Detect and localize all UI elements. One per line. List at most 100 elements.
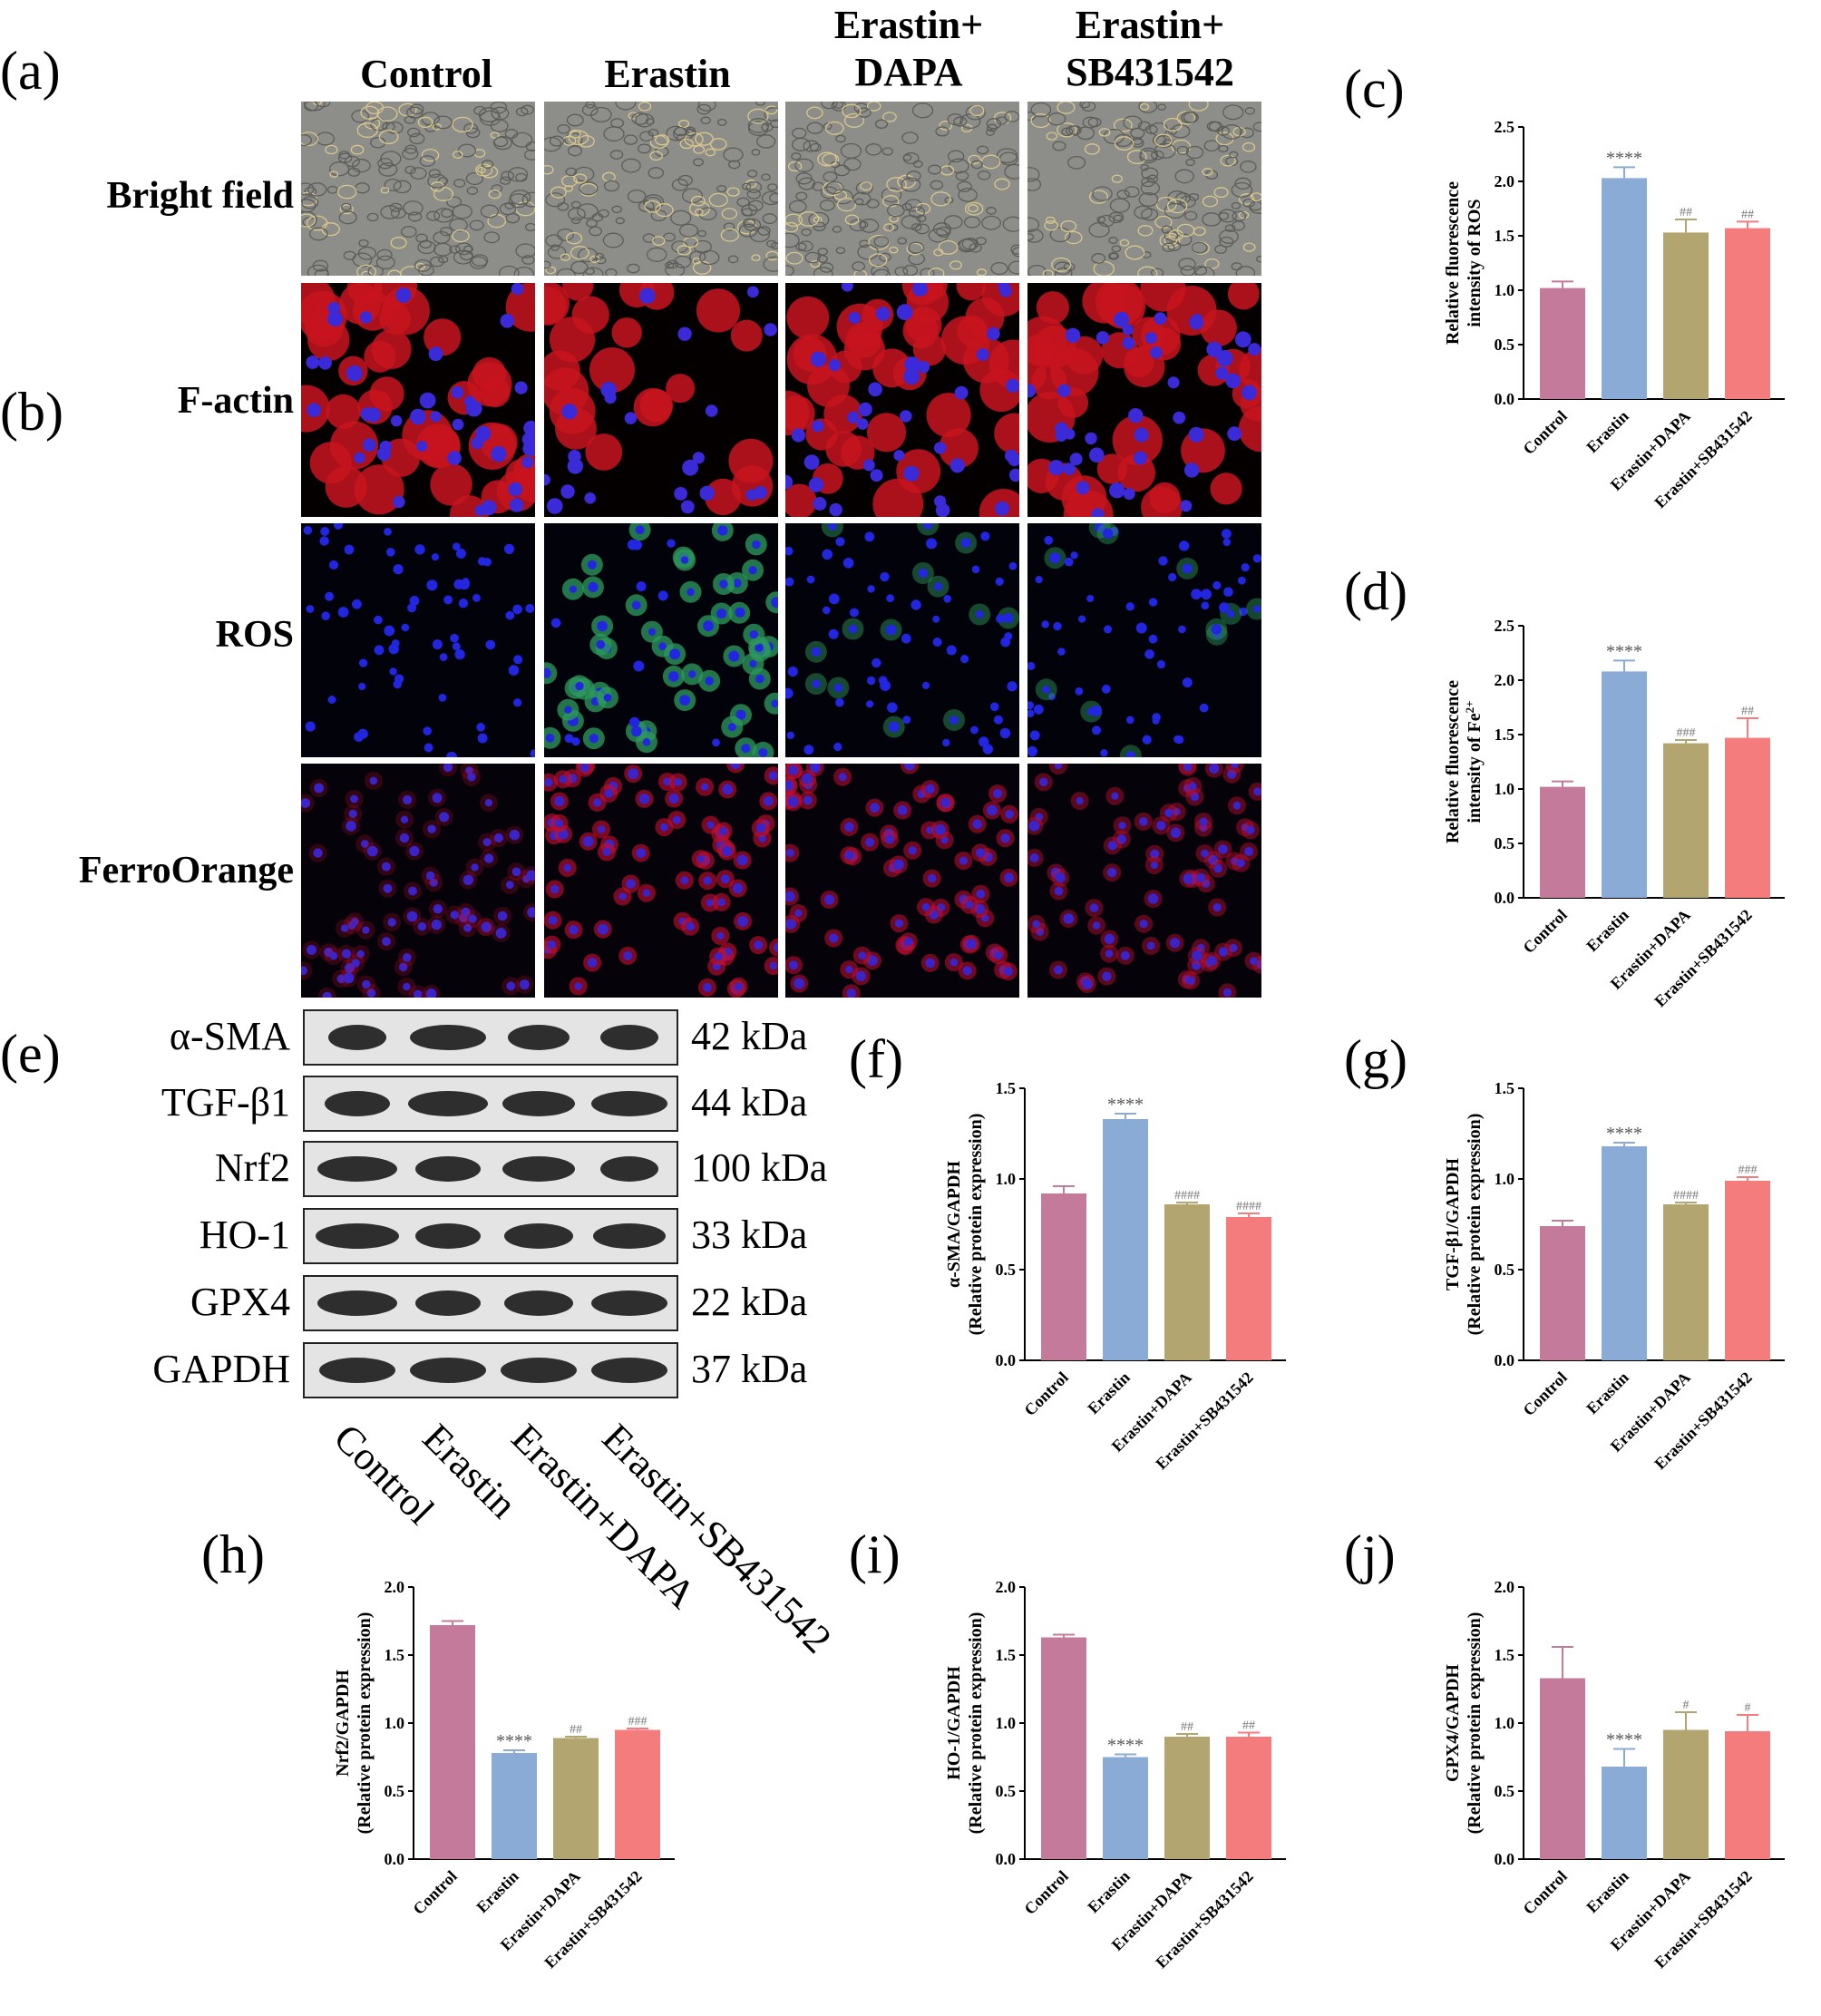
bar: [430, 1625, 475, 1859]
western-band-kda: 37 kDa: [691, 1347, 808, 1391]
micro-row-label-ros: ROS: [215, 614, 294, 656]
y-tick-label: 0.0: [385, 1850, 405, 1868]
x-category-label: Control: [1020, 1368, 1071, 1419]
western-band-kda: 100 kDa: [691, 1145, 828, 1190]
micrograph-f-actin-sb: [1027, 283, 1261, 517]
significance-mark: ##: [570, 1723, 582, 1737]
significance-mark: ###: [1738, 1164, 1758, 1177]
significance-mark: ****: [1606, 1730, 1642, 1750]
panel-label-e: (e): [0, 1024, 61, 1084]
y-tick-label: 1.5: [996, 1079, 1017, 1097]
x-category-label: Erastin: [1084, 1368, 1133, 1417]
bar-chart-i: HO-1/GAPDH (Relative protein expression) 0…: [944, 1578, 1286, 1972]
y-tick-label: 1.5: [1495, 1646, 1515, 1664]
y-tick-label: 0.5: [1495, 834, 1515, 852]
y-tick-label: 2.0: [385, 1578, 405, 1596]
y-axis-label: HO-1/GAPDH: [944, 1666, 964, 1780]
y-tick-label: 2.0: [1495, 671, 1515, 689]
bar: [1540, 786, 1585, 898]
western-band-strip: [303, 1009, 678, 1066]
bar: [1663, 743, 1709, 898]
western-band-label: GPX4: [190, 1280, 290, 1324]
y-axis-label: (Relative protein expression): [355, 1612, 375, 1835]
x-category-label: Control: [1519, 407, 1570, 458]
western-band-kda: 44 kDa: [691, 1080, 808, 1125]
y-axis-label: (Relative protein expression): [1465, 1612, 1485, 1835]
bar-chart-g: TGF-β1/GAPDH (Relative protein expression…: [1443, 1079, 1785, 1473]
micro-col-header-sb: Erastin+ SB431542: [1066, 3, 1234, 94]
panel-label-i: (i): [849, 1524, 901, 1584]
panel-label-g: (g): [1344, 1029, 1407, 1089]
y-tick-label: 0.0: [1495, 1850, 1515, 1868]
micrograph-ferroorange-erastin: [544, 764, 778, 998]
y-tick-label: 0.5: [1495, 1782, 1515, 1800]
x-category-label: Erastin: [1084, 1867, 1133, 1916]
y-tick-label: 2.0: [996, 1578, 1017, 1596]
bar-chart-c: Relative fluorescence intensity of ROS 0.0…: [1443, 118, 1785, 511]
significance-mark: ##: [1741, 208, 1754, 221]
y-tick-label: 0.0: [1495, 390, 1515, 408]
bar: [615, 1729, 660, 1859]
bar: [1602, 1767, 1647, 1859]
y-tick-label: 1.0: [385, 1714, 405, 1732]
panel-label-h: (h): [201, 1524, 265, 1584]
bar: [492, 1753, 537, 1859]
bar: [1164, 1204, 1210, 1360]
y-tick-label: 0.5: [996, 1261, 1017, 1279]
bar: [1226, 1217, 1271, 1360]
y-axis-label: GPX4/GAPDH: [1443, 1664, 1463, 1782]
western-band-strip: [303, 1076, 678, 1132]
y-tick-label: 1.5: [996, 1646, 1017, 1664]
significance-mark: ****: [496, 1731, 532, 1751]
panel-label-a: (a): [0, 41, 61, 101]
significance-mark: ****: [1107, 1095, 1144, 1115]
micro-col-header-dapa: Erastin+ DAPA: [833, 3, 984, 94]
micrograph-ros-dapa: [785, 523, 1019, 757]
y-tick-label: 1.5: [1495, 1079, 1515, 1097]
western-band-kda: 33 kDa: [691, 1213, 808, 1257]
y-axis-label: (Relative protein expression): [966, 1612, 986, 1835]
y-tick-label: 1.0: [996, 1170, 1017, 1188]
micro-row-label-f-actin: F-actin: [177, 380, 294, 422]
western-band-strip: [303, 1141, 678, 1197]
western-band-strip: [303, 1208, 678, 1264]
micro-row-label-ferroorange: FerroOrange: [78, 850, 294, 891]
bar: [1602, 178, 1647, 399]
y-tick-label: 1.0: [1495, 281, 1515, 299]
micrograph-f-actin-dapa: [785, 283, 1019, 517]
y-tick-label: 1.0: [996, 1714, 1017, 1732]
x-category-label: Erastin: [472, 1867, 521, 1916]
y-tick-label: 0.0: [1495, 1351, 1515, 1369]
y-tick-label: 1.5: [1495, 726, 1515, 744]
significance-mark: #: [1745, 1701, 1751, 1715]
bar: [553, 1738, 599, 1859]
bar: [1725, 228, 1770, 399]
micrograph-ferroorange-dapa: [785, 764, 1019, 998]
y-axis-label: intensity of ROS: [1465, 199, 1485, 326]
bar: [1663, 232, 1709, 399]
micrograph-bright-field-erastin: [544, 102, 778, 276]
western-band-strip: [303, 1342, 678, 1398]
bar: [1226, 1737, 1271, 1859]
micrograph-ferroorange-sb: [1027, 764, 1261, 998]
y-tick-label: 0.0: [996, 1850, 1017, 1868]
y-tick-label: 2.5: [1495, 118, 1515, 136]
significance-mark: ##: [1741, 705, 1754, 718]
y-axis-label: (Relative protein expression): [966, 1114, 986, 1336]
panel-label-j: (j): [1344, 1524, 1396, 1584]
y-tick-label: 1.0: [1495, 1714, 1515, 1732]
bar: [1725, 1181, 1770, 1360]
bar: [1663, 1204, 1709, 1360]
significance-mark: ****: [1606, 148, 1642, 168]
micrograph-bright-field-dapa: [785, 102, 1019, 276]
micrograph-f-actin-control: [301, 283, 535, 517]
bar: [1725, 737, 1770, 898]
significance-mark: ****: [1606, 641, 1642, 661]
micrograph-ferroorange-control: [301, 764, 535, 998]
micrograph-ros-erastin: [544, 523, 778, 757]
micrograph-ros-sb: [1027, 523, 1261, 757]
y-tick-label: 1.0: [1495, 780, 1515, 798]
significance-mark: ##: [1242, 1719, 1255, 1733]
bar: [1540, 1226, 1585, 1360]
y-axis-label: Relative fluorescence: [1443, 680, 1463, 843]
